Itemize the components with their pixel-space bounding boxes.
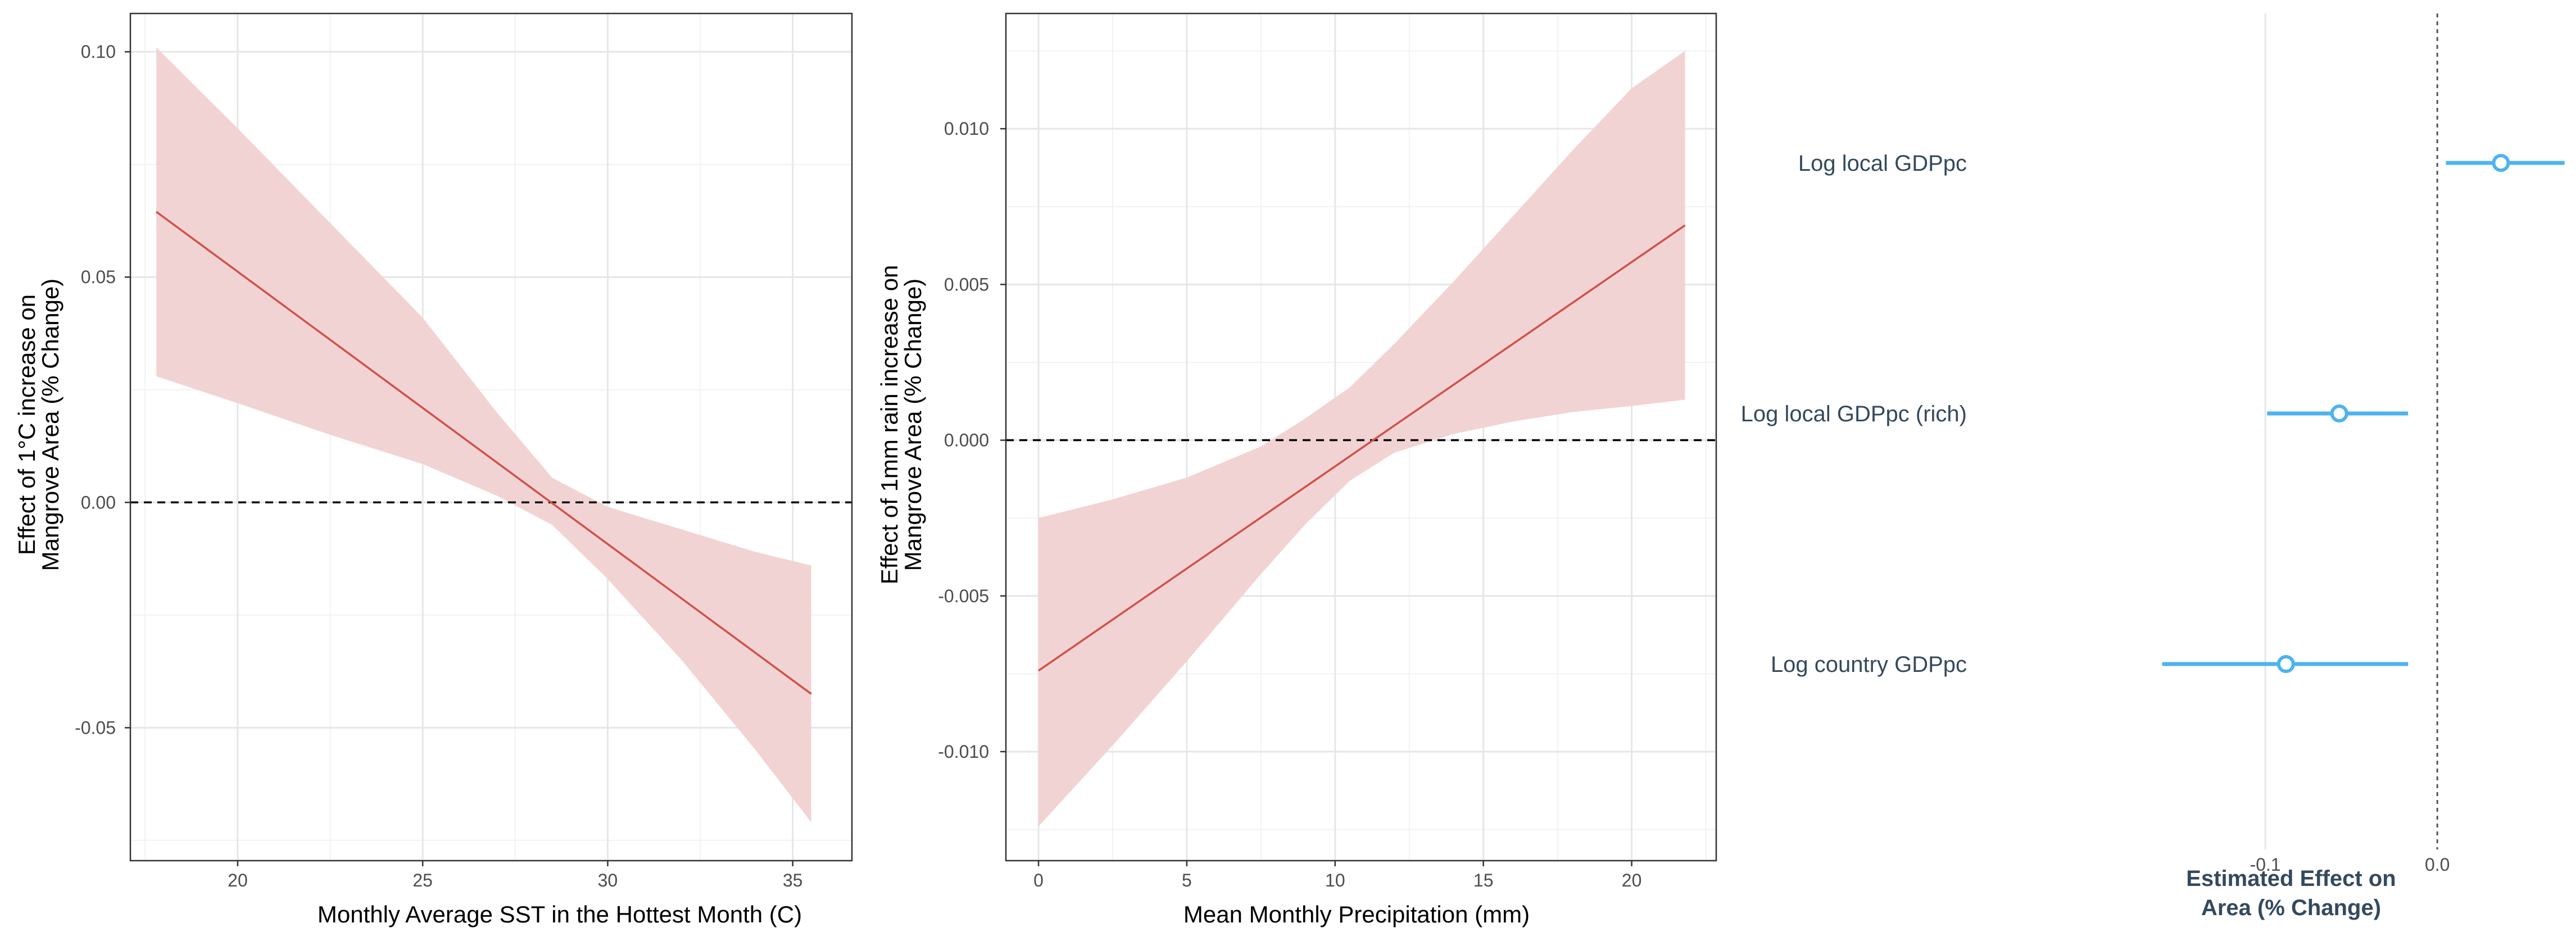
coef-x-ticks: -0.1 0.0	[2250, 854, 2450, 875]
precip-y-tick-label: 0.005	[944, 274, 989, 294]
sst-x-tick-label: 20	[228, 870, 248, 890]
sst-y-axis-label-line2: Mangrove Area (% Change)	[37, 279, 64, 571]
sst-y-tick-label: 0.10	[81, 42, 116, 62]
precip-x-tick-label: 15	[1473, 870, 1494, 890]
sst-x-axis-label: Monthly Average SST in the Hottest Month…	[318, 901, 802, 928]
sst-x-tick-label: 25	[412, 870, 433, 890]
coef-x-axis-label-line1: Estimated Effect on	[2186, 866, 2396, 891]
precip-y-tick-label: -0.005	[938, 586, 989, 606]
precip-y-ticks: -0.010 -0.005 0.000 0.005 0.010	[938, 119, 1006, 762]
coef-point-estimate	[2492, 154, 2510, 172]
precip-x-tick-label: 10	[1325, 870, 1345, 890]
precip-panel-frame	[1005, 12, 1717, 862]
sst-y-tick-label: -0.05	[75, 717, 116, 738]
sst-x-tick-label: 35	[783, 870, 803, 890]
sst-confidence-band	[156, 47, 811, 822]
precip-x-tick-label: 20	[1622, 870, 1642, 890]
sst-y-tick-label: 0.00	[81, 492, 116, 512]
sst-x-ticks: 20 25 30 35	[228, 861, 802, 890]
precip-x-ticks: 0 5 10 15 20	[1033, 861, 1641, 890]
coef-x-axis-label-line2: Area (% Change)	[2201, 895, 2381, 920]
sst-x-tick-label: 30	[598, 870, 618, 890]
coef-term-label: Log local GDPpc	[1798, 151, 1967, 176]
precip-x-tick-label: 0	[1033, 870, 1044, 890]
precip-x-axis-label: Mean Monthly Precipitation (mm)	[1183, 901, 1530, 928]
precip-y-tick-label: 0.010	[944, 119, 989, 139]
coef-estimates	[2162, 154, 2565, 673]
sst-panel-frame	[129, 12, 853, 862]
precip-confidence-band	[1038, 51, 1685, 826]
precip-y-tick-label: -0.010	[938, 742, 989, 762]
coef-term-labels: Log local GDPpc Log local GDPpc (rich) Log…	[1741, 151, 1967, 677]
precipitation-effect-panel: 0 5 10 15 20 -0.010 -0.005 0.000 0.005 0.010 Mea…	[876, 12, 1717, 928]
sst-effect-line	[156, 211, 812, 695]
precip-y-tick-label: 0.000	[944, 430, 989, 451]
precip-effect-line	[1038, 224, 1686, 672]
precip-y-axis-label-line2: Mangrove Area (% Change)	[900, 279, 926, 571]
sst-y-tick-label: 0.05	[81, 267, 116, 287]
sst-y-axis-label-line1: Effect of 1°C increase on	[13, 294, 40, 555]
coef-point-estimate	[2330, 404, 2348, 422]
coef-point-estimate	[2276, 655, 2295, 673]
coef-x-tick-label: 0.0	[2425, 854, 2450, 875]
precip-x-tick-label: 5	[1182, 870, 1192, 890]
gdp-coefficient-panel: Log local GDPpc Log local GDPpc (rich) Log…	[1741, 13, 2565, 920]
coef-x-tick-label: -0.1	[2250, 854, 2281, 875]
coef-term-label: Log local GDPpc (rich)	[1741, 402, 1967, 426]
sst-y-ticks: -0.05 0.00 0.05 0.10	[75, 42, 130, 738]
sst-effect-panel: 20 25 30 35 -0.05 0.00 0.05 0.10 Monthly Avera…	[13, 12, 853, 928]
precip-y-axis-label-line1: Effect of 1mm rain increase on	[876, 265, 902, 585]
coef-term-label: Log country GDPpc	[1771, 652, 1967, 677]
